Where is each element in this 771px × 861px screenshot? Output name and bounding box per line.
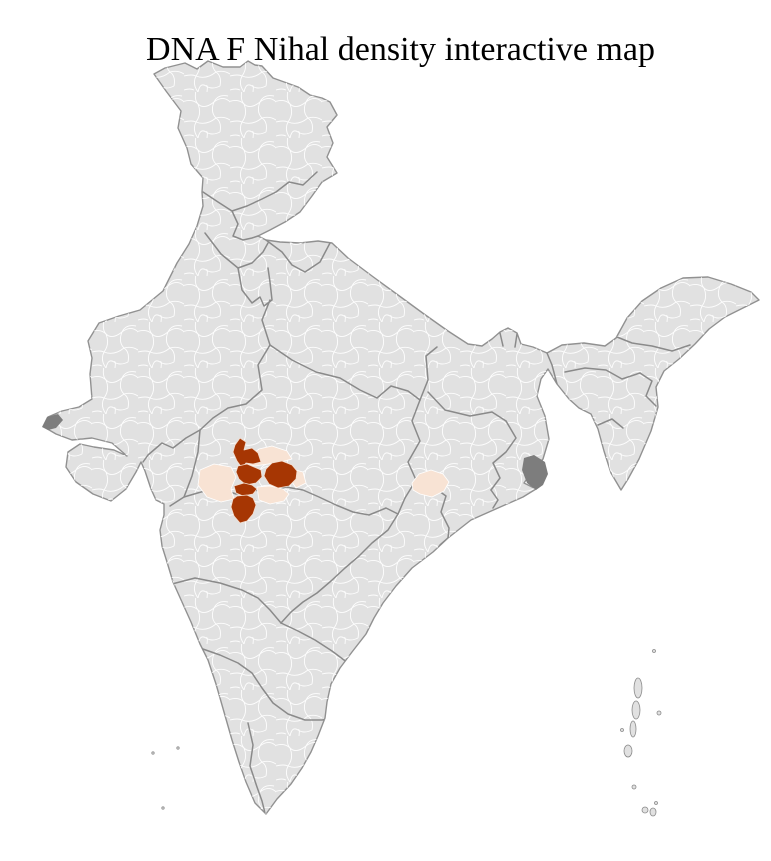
state-borders	[142, 171, 691, 814]
district-high-4[interactable]	[230, 494, 257, 524]
high-density-districts	[230, 437, 298, 524]
district-high-5[interactable]	[263, 460, 298, 489]
district-low-5[interactable]	[411, 469, 450, 498]
district-low-1[interactable]	[197, 463, 237, 503]
india-landmass[interactable]	[43, 60, 760, 815]
district-low-3[interactable]	[256, 485, 290, 505]
lakshadweep-islands[interactable]	[151, 746, 180, 810]
sundarbans-patch[interactable]	[522, 455, 548, 490]
andaman-nicobar-islands[interactable]	[620, 649, 662, 817]
kutch-west-patch[interactable]	[42, 414, 63, 430]
dense-coast-patches[interactable]	[42, 414, 548, 490]
district-high-1[interactable]	[232, 437, 262, 469]
district-high-2[interactable]	[235, 463, 263, 486]
district-high-3[interactable]	[233, 482, 258, 497]
